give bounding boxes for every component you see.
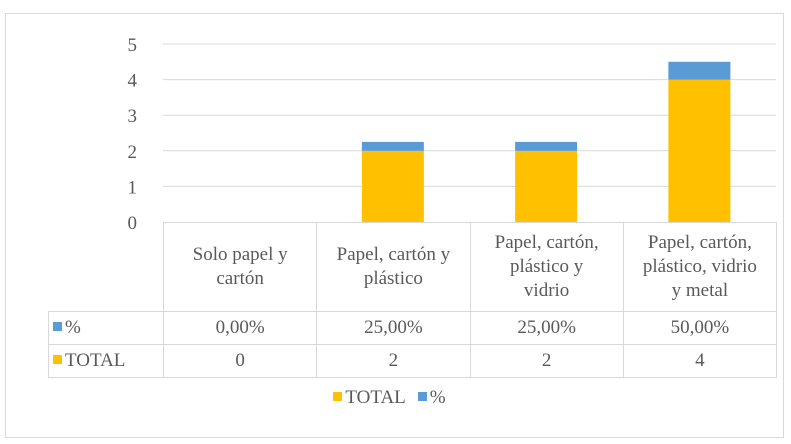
- legend-label: TOTAL: [345, 387, 406, 408]
- category-label: Solo papel y cartón: [162, 222, 318, 312]
- bar-total: [515, 150, 578, 222]
- table-row-label: TOTAL: [48, 344, 164, 378]
- series-name: %: [65, 317, 81, 338]
- y-tick-label: 2: [128, 142, 138, 163]
- legend-key-swatch: [53, 355, 62, 365]
- y-tick-label: 1: [128, 177, 138, 198]
- category-label-line: Solo papel y: [192, 244, 288, 265]
- data-label: 2: [316, 344, 471, 378]
- data-label: 4: [622, 344, 778, 378]
- data-label: 25,00%: [469, 311, 624, 345]
- y-tick-label: 5: [128, 35, 138, 56]
- category-label-line: Papel, cartón,: [494, 232, 599, 253]
- data-label: 0,00%: [162, 311, 318, 345]
- legend-entry: TOTAL: [333, 387, 406, 409]
- legend-label: %: [429, 387, 446, 408]
- category-label-line: plástico: [363, 268, 423, 289]
- category-label-line: cartón: [216, 268, 264, 289]
- category-label-line: vidrio: [523, 280, 570, 301]
- bar-percent: [515, 141, 578, 151]
- bar-total: [668, 79, 731, 222]
- data-label: 50,00%: [622, 311, 778, 345]
- category-label: Papel, cartón, plástico y vidrio: [469, 222, 624, 312]
- category-label-line: plástico y: [509, 256, 584, 277]
- bar-percent: [361, 141, 424, 151]
- category-label-line: plástico, vidrio: [642, 256, 757, 277]
- bar-total: [361, 150, 424, 222]
- data-label: 2: [469, 344, 624, 378]
- data-table: Solo papel y cartón Papel, cartón y plástic…: [48, 222, 778, 378]
- bar-percent: [668, 61, 731, 80]
- category-label-line: Papel, cartón,: [647, 232, 752, 253]
- data-label: 25,00%: [316, 311, 471, 345]
- legend: TOTAL%: [0, 387, 779, 409]
- legend-entry: %: [417, 387, 446, 409]
- y-tick-label: 3: [128, 106, 138, 127]
- category-label-line: y metal: [671, 280, 729, 301]
- legend-key-swatch: [53, 322, 62, 332]
- y-tick-label: 4: [128, 71, 138, 92]
- table-corner: [48, 222, 164, 312]
- data-label: 0: [162, 344, 318, 378]
- category-label: Papel, cartón y plástico: [316, 222, 471, 312]
- legend-swatch: [417, 392, 427, 402]
- table-row-label: %: [48, 311, 164, 345]
- series-name: TOTAL: [65, 350, 126, 371]
- legend-swatch: [333, 392, 343, 402]
- category-label-line: Papel, cartón y: [336, 244, 451, 265]
- category-label: Papel, cartón, plástico, vidrio y metal: [622, 222, 778, 312]
